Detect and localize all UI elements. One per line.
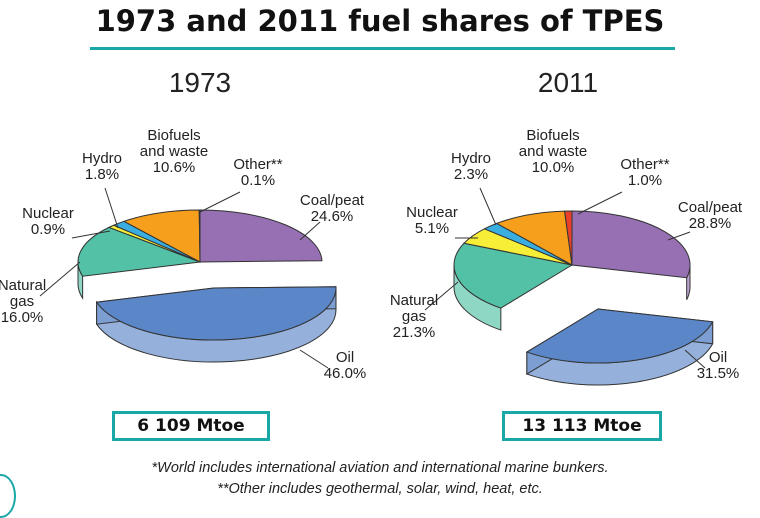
label-hydro: Hydro 1.8% (82, 150, 122, 183)
slice-biofuels-and-waste (495, 210, 573, 266)
leader-line-hydro (104, 187, 119, 229)
leader-line-other (199, 191, 241, 213)
label-nuclear: Nuclear 0.9% (22, 205, 74, 238)
label-oil: Oil 46.0% (324, 349, 367, 382)
label-oil: Oil 31.5% (697, 349, 740, 382)
leader-line-hydro (479, 187, 497, 226)
label-nuclear: Nuclear 5.1% (406, 204, 458, 237)
leader-line-other (577, 191, 623, 215)
pie-title-2011: 2011 (538, 67, 598, 98)
leader-line-nuclear (71, 230, 111, 239)
total-1973: 6 109 Mtoe (112, 411, 270, 441)
label-biofuels-and-waste: Biofuels and waste 10.0% (519, 127, 587, 176)
slice-coal-peat (199, 209, 323, 263)
footnote-world: *World includes international aviation a… (151, 460, 609, 476)
pie-chart-2011: 2011 Coal/peat 28.8% Oil 31.5% Natural gas 21.3… (390, 67, 743, 386)
label-coal-peat: Coal/peat 24.6% (300, 192, 365, 225)
slice-biofuels-and-waste (122, 209, 201, 263)
footnote-other: **Other includes geothermal, solar, wind… (217, 481, 543, 497)
slice-oil (95, 286, 337, 341)
label-biofuels-and-waste: Biofuels and waste 10.6% (140, 127, 208, 176)
slice-coal-peat (571, 210, 691, 279)
label-other: Other** 1.0% (620, 156, 669, 189)
label-natural-gas: Natural gas 16.0% (0, 277, 46, 326)
leader-line-coal-peat (299, 221, 321, 241)
total-2011: 13 113 Mtoe (502, 411, 662, 441)
leader-line-natural-gas (424, 281, 459, 311)
title-underline (90, 47, 675, 50)
pie-charts: 1973 Coal/peat 24.6% Oil 46.0% Natural gas 16.0… (0, 67, 743, 386)
pie-chart-1973: 1973 Coal/peat 24.6% Oil 46.0% Natural gas 16.0… (0, 67, 366, 382)
pie-title-1973: 1973 (169, 67, 231, 98)
label-natural-gas: Natural gas 21.3% (390, 292, 438, 341)
chart-title: 1973 and 2011 fuel shares of TPES (95, 4, 665, 38)
label-other: Other** 0.1% (233, 156, 282, 189)
leader-line-oil (684, 349, 706, 369)
leader-line-oil (299, 349, 329, 369)
slice-oil (525, 308, 714, 364)
label-coal-peat: Coal/peat 28.8% (678, 199, 743, 232)
leader-line-coal-peat (667, 231, 691, 241)
slice-natural-gas (77, 226, 201, 277)
slice-other (198, 209, 201, 263)
label-hydro: Hydro 2.3% (451, 150, 491, 183)
leader-line-natural-gas (39, 261, 81, 297)
slice-other (564, 210, 573, 266)
